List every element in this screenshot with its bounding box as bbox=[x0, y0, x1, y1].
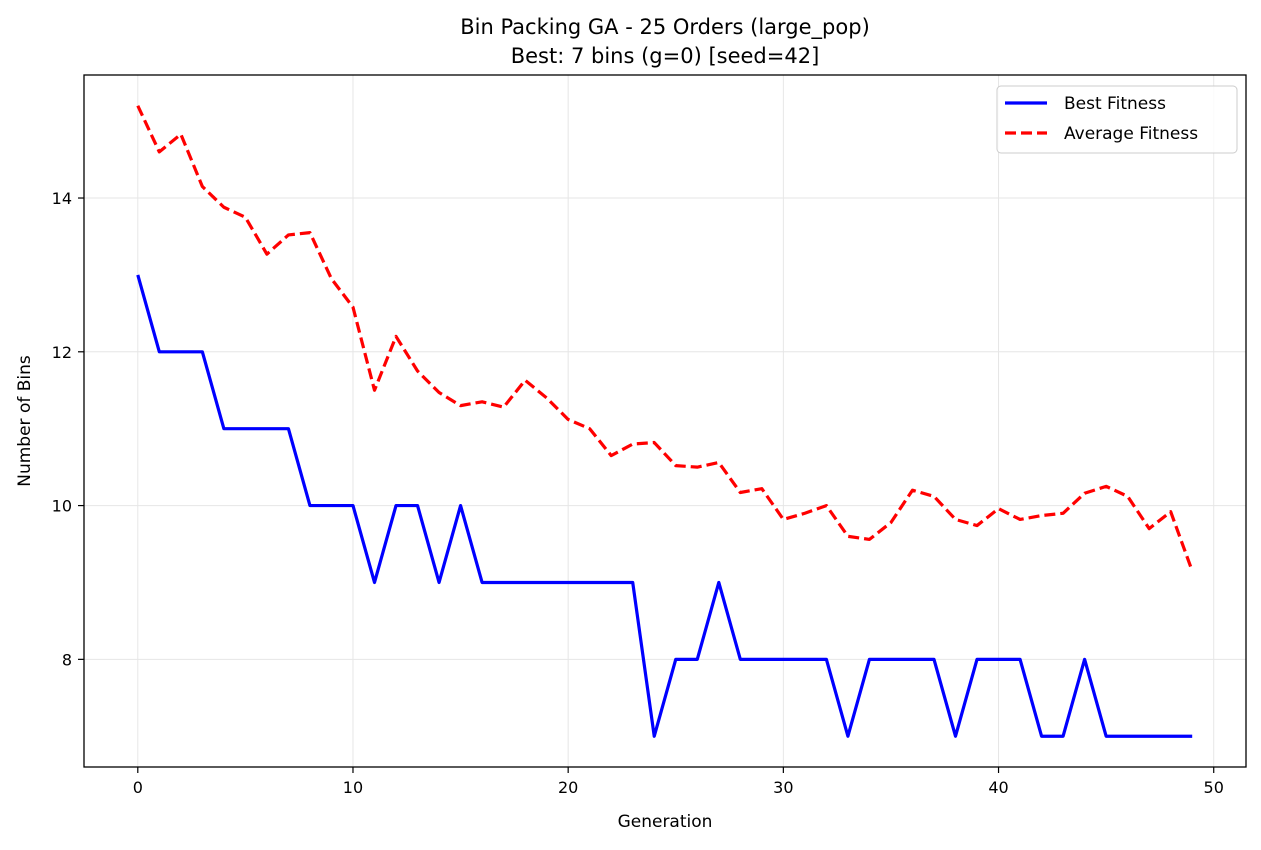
axis-ticks: 0 10 20 30 40 50 8 10 12 14 bbox=[52, 189, 1224, 797]
series-line-average-fitness bbox=[136, 105, 1194, 572]
series-lines bbox=[136, 105, 1194, 738]
x-tick-label: 0 bbox=[133, 778, 143, 797]
grid-lines bbox=[84, 75, 1246, 767]
x-tick-label: 50 bbox=[1204, 778, 1224, 797]
plot-frame bbox=[83, 74, 1247, 768]
legend-label: Best Fitness bbox=[1064, 94, 1166, 114]
y-tick-label: 12 bbox=[52, 343, 72, 362]
x-axis-label: Generation bbox=[618, 812, 713, 832]
x-tick-label: 10 bbox=[343, 778, 363, 797]
x-tick-label: 20 bbox=[558, 778, 578, 797]
legend-label: Average Fitness bbox=[1064, 124, 1198, 144]
y-tick-label: 8 bbox=[62, 650, 72, 669]
legend-box bbox=[996, 85, 1238, 154]
legend: Best Fitness Average Fitness bbox=[996, 85, 1238, 154]
x-tick-label: 30 bbox=[773, 778, 793, 797]
chart-title: Bin Packing GA - 25 Orders (large_pop) bbox=[460, 15, 870, 40]
x-tick-label: 40 bbox=[988, 778, 1008, 797]
series-line-best-fitness bbox=[136, 274, 1193, 738]
y-tick-label: 10 bbox=[52, 497, 72, 516]
y-tick-label: 14 bbox=[52, 189, 72, 208]
y-axis-label: Number of Bins bbox=[15, 355, 35, 487]
chart-subtitle: Best: 7 bins (g=0) [seed=42] bbox=[511, 44, 820, 68]
